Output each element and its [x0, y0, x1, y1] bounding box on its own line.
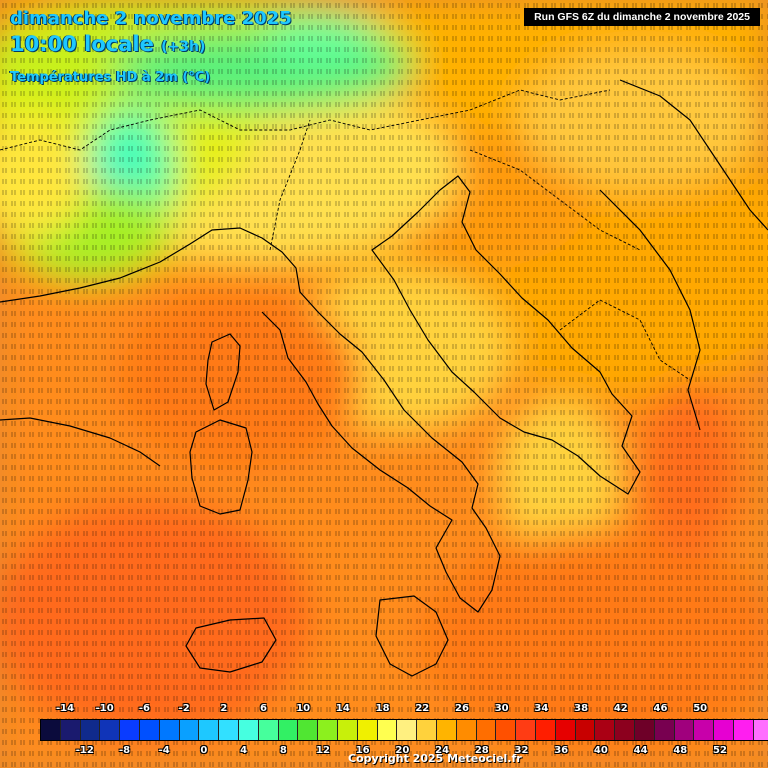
legend-label: 8: [279, 745, 287, 756]
legend-swatch: [357, 720, 378, 740]
legend-swatch: [199, 720, 220, 740]
legend-label: -12: [75, 745, 94, 756]
legend-label: 28: [474, 745, 489, 756]
coastlines: [0, 79, 768, 677]
legend-swatch: [634, 720, 655, 740]
legend-swatch: [159, 720, 180, 740]
legend-swatch: [258, 720, 279, 740]
legend-label: -4: [158, 745, 170, 756]
legend-label: 20: [395, 745, 410, 756]
legend-label: -10: [95, 703, 114, 714]
legend-swatch: [80, 720, 101, 740]
legend-label: 14: [335, 703, 350, 714]
legend-label: -8: [118, 745, 131, 756]
legend-swatch: [219, 720, 239, 740]
legend-label: 52: [713, 745, 727, 756]
legend-swatch: [555, 720, 576, 740]
legend-swatch: [417, 720, 437, 740]
legend-swatch: [278, 720, 299, 740]
legend-label: 32: [514, 745, 529, 756]
legend-label: 6: [260, 703, 267, 714]
legend-swatch: [615, 720, 635, 740]
legend-label: -6: [138, 703, 150, 714]
product-title: Températures HD à 2m (°C): [10, 70, 211, 85]
legend-swatch: [535, 720, 556, 740]
legend-label: 42: [613, 703, 628, 714]
legend-label: 16: [355, 745, 370, 756]
legend-swatch: [714, 720, 734, 740]
legend-swatch: [753, 720, 768, 740]
legend-swatch: [496, 720, 517, 740]
legend-swatch: [100, 720, 121, 740]
legend-label: 10: [296, 703, 311, 714]
legend-label: 36: [554, 745, 569, 756]
legend-label: 12: [316, 745, 330, 756]
legend-swatch: [595, 720, 616, 740]
legend-label: 50: [693, 703, 708, 714]
legend-label: 22: [415, 703, 430, 714]
color-scale: [40, 719, 768, 741]
date-title: dimanche 2 novembre 2025: [10, 8, 292, 29]
legend-label: -2: [178, 703, 190, 714]
legend-swatch: [476, 720, 497, 740]
legend-swatch: [139, 720, 160, 740]
legend-swatch: [456, 720, 477, 740]
legend-swatch: [120, 720, 140, 740]
legend-swatch: [179, 720, 200, 740]
legend-label: 46: [653, 703, 668, 714]
legend-label: 18: [375, 703, 390, 714]
borders: [0, 89, 691, 381]
legend-swatch: [337, 720, 358, 740]
legend-swatch: [377, 720, 398, 740]
legend-swatch: [397, 720, 418, 740]
legend-swatch: [516, 720, 536, 740]
legend-swatch: [674, 720, 695, 740]
legend-swatch: [318, 720, 338, 740]
legend-swatch: [694, 720, 715, 740]
legend-top-labels: -14 -10 -6 -2 2 6 10 14 18 22 26 30 34 38 42 46 50: [0, 703, 768, 717]
legend-label: 48: [673, 745, 688, 756]
legend-bottom-labels: -12 -8 -4 0 4 8 12 16 20 24 28 32 36 40 44 48 52: [0, 745, 768, 759]
run-info-box: Run GFS 6Z du dimanche 2 novembre 2025: [524, 8, 760, 26]
legend-swatch: [298, 720, 319, 740]
legend-swatch: [733, 720, 754, 740]
legend-label: 4: [240, 745, 248, 756]
legend-label: 30: [494, 703, 509, 714]
legend-label: 38: [574, 703, 589, 714]
time-title: 10:00 locale (+3h): [10, 32, 205, 56]
legend-label: 34: [534, 703, 549, 714]
time-label: 10:00 locale: [10, 32, 154, 56]
legend-swatch: [41, 720, 61, 740]
legend-swatch: [238, 720, 259, 740]
legend-swatch: [654, 720, 675, 740]
legend-swatch: [575, 720, 596, 740]
legend-swatch: [60, 720, 81, 740]
legend-label: 2: [220, 703, 228, 714]
legend-label: 44: [633, 745, 648, 756]
legend-swatch: [436, 720, 457, 740]
copyright-text: Copyright 2025 Meteociel.fr: [348, 752, 522, 765]
legend-label: 24: [435, 745, 450, 756]
legend-label: 0: [200, 745, 208, 756]
legend-label: 26: [455, 703, 469, 714]
time-offset: (+3h): [161, 39, 206, 55]
legend-label: -14: [55, 703, 75, 714]
legend-label: 40: [593, 745, 608, 756]
